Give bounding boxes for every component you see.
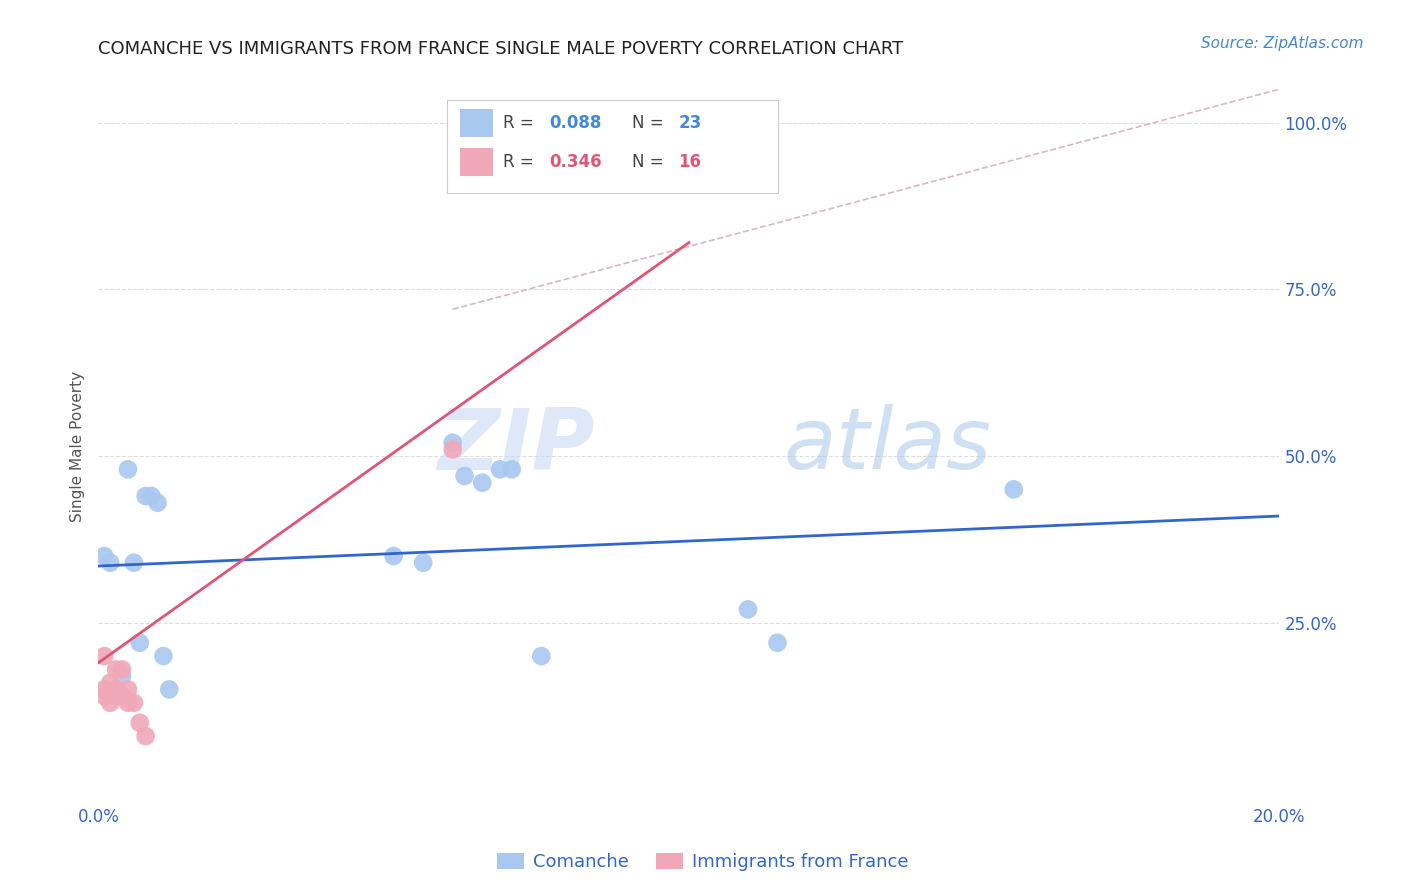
- Point: [105, 682, 128, 697]
- Point: [98, 556, 121, 570]
- Point: [93, 549, 115, 563]
- Point: [93, 682, 115, 697]
- Point: [117, 696, 139, 710]
- Point: [412, 556, 434, 570]
- Point: [453, 469, 475, 483]
- Point: [471, 149, 494, 163]
- Point: [111, 662, 134, 676]
- Point: [501, 462, 523, 476]
- Point: [441, 435, 464, 450]
- Point: [471, 475, 494, 490]
- Point: [98, 675, 121, 690]
- Point: [441, 442, 464, 457]
- Point: [766, 636, 789, 650]
- Point: [122, 556, 145, 570]
- Point: [117, 682, 139, 697]
- Point: [157, 682, 180, 697]
- Point: [98, 696, 121, 710]
- Point: [117, 462, 139, 476]
- Point: [737, 602, 759, 616]
- Point: [93, 689, 115, 703]
- Point: [1002, 483, 1025, 497]
- Text: Source: ZipAtlas.com: Source: ZipAtlas.com: [1201, 36, 1364, 51]
- Y-axis label: Single Male Poverty: Single Male Poverty: [70, 370, 86, 522]
- Point: [128, 636, 150, 650]
- Point: [122, 696, 145, 710]
- Point: [530, 649, 553, 664]
- Point: [111, 689, 134, 703]
- Point: [152, 649, 174, 664]
- Point: [146, 496, 169, 510]
- Point: [111, 669, 134, 683]
- Text: ZIP: ZIP: [437, 404, 595, 488]
- Point: [105, 689, 128, 703]
- Text: COMANCHE VS IMMIGRANTS FROM FRANCE SINGLE MALE POVERTY CORRELATION CHART: COMANCHE VS IMMIGRANTS FROM FRANCE SINGL…: [98, 40, 904, 58]
- Point: [382, 549, 405, 563]
- Point: [105, 662, 128, 676]
- Point: [135, 489, 157, 503]
- Point: [93, 649, 115, 664]
- Point: [135, 729, 157, 743]
- Point: [141, 489, 163, 503]
- Point: [128, 715, 150, 730]
- Text: atlas: atlas: [783, 404, 991, 488]
- Legend: Comanche, Immigrants from France: Comanche, Immigrants from France: [489, 846, 917, 879]
- Point: [489, 462, 512, 476]
